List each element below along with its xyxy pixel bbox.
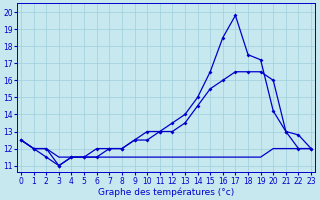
X-axis label: Graphe des températures (°c): Graphe des températures (°c) — [98, 187, 234, 197]
